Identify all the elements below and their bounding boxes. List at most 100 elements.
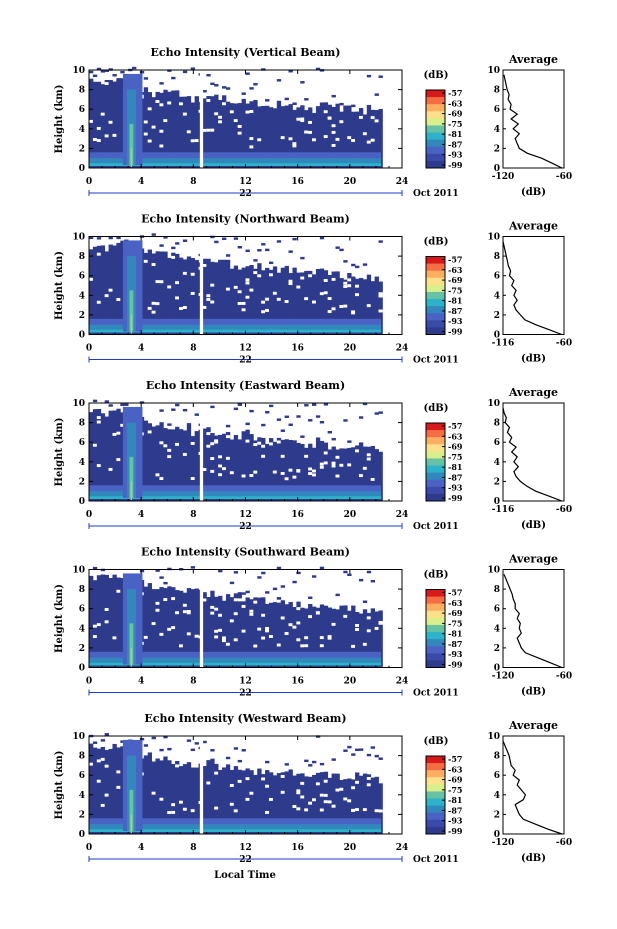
upper-echo — [167, 567, 172, 571]
echo-gap — [292, 143, 297, 147]
echo-column — [151, 761, 156, 834]
echo-gap — [206, 444, 211, 448]
upper-echo — [343, 570, 348, 574]
echo-gap — [210, 128, 215, 132]
average-profile-line — [502, 740, 563, 835]
echo-gap — [100, 112, 106, 116]
echo-gap — [343, 285, 348, 288]
avg-y-tick-label: 10 — [487, 66, 500, 76]
x-tick-label: 24 — [396, 344, 409, 354]
echo-gap — [233, 119, 239, 123]
upper-echo — [323, 403, 329, 406]
x-tick-label: 0 — [86, 344, 92, 354]
echo-column — [315, 106, 321, 168]
colorbar-tick-label: -57 — [448, 754, 462, 764]
echo-gap — [362, 466, 368, 470]
echo-column — [374, 110, 379, 168]
echo-column — [116, 747, 121, 834]
echo-gap — [249, 288, 254, 292]
upper-echo — [89, 70, 94, 74]
echo-gap — [327, 116, 332, 120]
upper-echo — [139, 70, 145, 74]
upper-echo — [319, 420, 325, 424]
colorbar-swatch — [426, 444, 445, 452]
upper-echo — [268, 261, 274, 265]
x-tick-label: 8 — [190, 177, 196, 187]
colorbar-swatch — [426, 153, 445, 162]
echo-column — [315, 772, 321, 834]
echo-gap — [362, 808, 368, 812]
echo-column — [190, 589, 196, 668]
echo-column — [327, 104, 332, 168]
echo-column — [233, 593, 239, 668]
echo-column — [343, 605, 348, 668]
echo-column — [280, 600, 286, 668]
echo-column — [347, 272, 352, 335]
x-tick-label: 24 — [396, 510, 409, 520]
colorbar-swatch — [426, 90, 445, 98]
avg-x-tick-label: -60 — [556, 672, 572, 682]
echo-column — [249, 265, 254, 335]
echo-gap — [308, 472, 313, 476]
colorbar-tick-label: -99 — [448, 826, 463, 836]
upper-echo — [163, 236, 168, 239]
upper-echo — [182, 408, 188, 412]
y-tick-label: 0 — [79, 830, 85, 840]
upper-echo — [222, 237, 227, 241]
echo-gap — [202, 263, 207, 267]
echo-column — [100, 746, 106, 834]
avg-y-tick-label: 2 — [494, 311, 500, 321]
echo-gap — [214, 439, 219, 443]
upper-echo — [96, 237, 102, 240]
upper-echo — [225, 424, 231, 428]
heatmap-title: Echo Intensity (Vertical Beam) — [150, 46, 340, 59]
echo-gap — [300, 781, 305, 785]
echo-column — [374, 276, 379, 335]
avg-y-tick-label: 6 — [494, 605, 500, 615]
echo-column — [151, 589, 156, 668]
panel-0: Echo Intensity (Vertical Beam)0 4 8 12 16 20 2… — [54, 46, 572, 199]
echo-column — [218, 259, 223, 335]
colorbar-frame — [425, 256, 446, 335]
echo-column — [358, 108, 364, 168]
echo-gap — [167, 285, 172, 289]
echo-column — [96, 245, 102, 335]
colorbar-swatch — [426, 139, 445, 148]
echo-column — [304, 776, 309, 834]
echo-gap — [206, 128, 211, 132]
y-tick-label: 8 — [79, 86, 85, 96]
echo-column — [335, 103, 340, 168]
echo-column — [245, 103, 250, 168]
upper-echo — [304, 404, 309, 407]
colorbar-swatch — [426, 777, 445, 785]
data-gap — [199, 236, 204, 335]
echo-gap — [159, 632, 164, 636]
echo-gap — [249, 612, 254, 616]
colorbar-swatch — [426, 125, 445, 134]
echo-column — [89, 78, 94, 168]
upper-echo — [358, 748, 364, 751]
upper-echo — [112, 74, 117, 77]
upper-echo — [280, 429, 286, 432]
echo-gap — [100, 757, 106, 761]
echo-gap — [147, 306, 152, 310]
y-tick-label: 4 — [79, 624, 85, 634]
echo-gap — [261, 310, 266, 314]
echo-gap — [190, 291, 196, 295]
upper-echo — [171, 246, 176, 250]
avg-y-tick-label: 4 — [494, 291, 500, 301]
avg-y-tick-label: 2 — [494, 644, 500, 654]
echo-column — [147, 92, 152, 168]
colorbar-swatch — [426, 299, 445, 307]
colorbar-swatch — [426, 486, 445, 495]
upper-echo — [366, 570, 372, 574]
upper-echo — [92, 74, 98, 78]
echo-gap — [218, 115, 223, 119]
echo-column — [120, 412, 125, 501]
echo-gap — [222, 102, 227, 106]
heatmap-cells — [89, 233, 383, 335]
echo-gap — [108, 120, 113, 124]
echo-gap — [182, 807, 188, 811]
upper-echo — [171, 408, 176, 411]
heatmap-cells — [89, 66, 383, 168]
